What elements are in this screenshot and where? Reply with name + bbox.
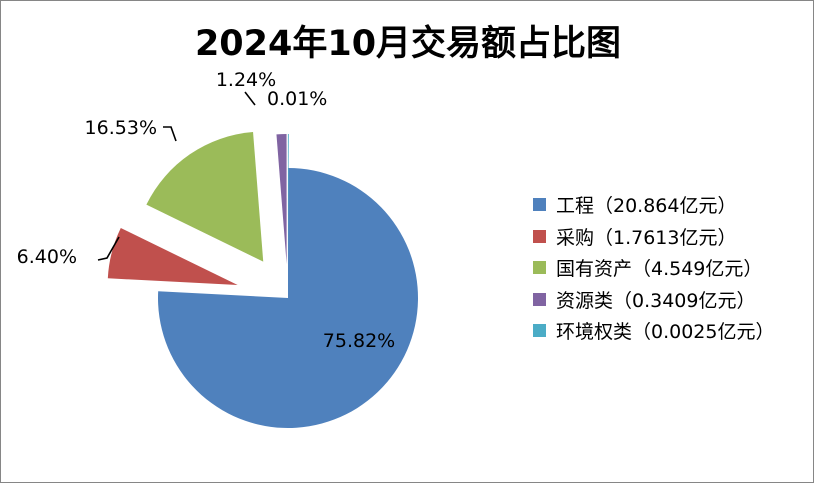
data-label-5: 0.01% <box>267 88 327 110</box>
legend-item-5: 环境权类（0.0025亿元） <box>533 315 774 347</box>
pie-slice-1 <box>157 168 418 428</box>
legend-item-4: 资源类（0.3409亿元） <box>533 284 774 316</box>
leader-line-3 <box>163 126 177 142</box>
data-label-3: 16.53% <box>85 117 157 139</box>
legend-swatch <box>533 324 546 338</box>
legend-item-1: 工程（20.864亿元） <box>533 189 774 221</box>
pie-slice-5 <box>287 134 289 264</box>
data-label-4: 1.24% <box>216 69 276 91</box>
legend-swatch <box>533 292 546 306</box>
data-label-2: 6.40% <box>17 246 77 268</box>
legend-label: 环境权类（0.0025亿元） <box>556 321 775 344</box>
legend-label: 资源类（0.3409亿元） <box>556 289 756 312</box>
leader-line-4 <box>244 91 256 106</box>
data-label-1: 75.82% <box>323 330 395 352</box>
legend-swatch <box>533 198 546 212</box>
legend-item-2: 采购（1.7613亿元） <box>533 221 774 253</box>
legend-label: 采购（1.7613亿元） <box>556 226 737 249</box>
legend-label: 国有资产（4.549亿元） <box>556 258 763 281</box>
leader-line-2 <box>97 236 120 261</box>
pie-slice-4 <box>276 134 287 265</box>
legend-item-3: 国有资产（4.549亿元） <box>533 252 774 284</box>
pie-slice-2 <box>107 228 238 286</box>
legend-swatch <box>533 229 546 243</box>
chart-title: 2024年10月交易额占比图 <box>194 24 622 64</box>
legend-swatch <box>533 261 546 275</box>
legend-label: 工程（20.864亿元） <box>556 195 737 218</box>
pie-slice-3 <box>146 132 264 262</box>
legend: 工程（20.864亿元） 采购（1.7613亿元） 国有资产（4.549亿元） 资源类… <box>533 189 774 347</box>
